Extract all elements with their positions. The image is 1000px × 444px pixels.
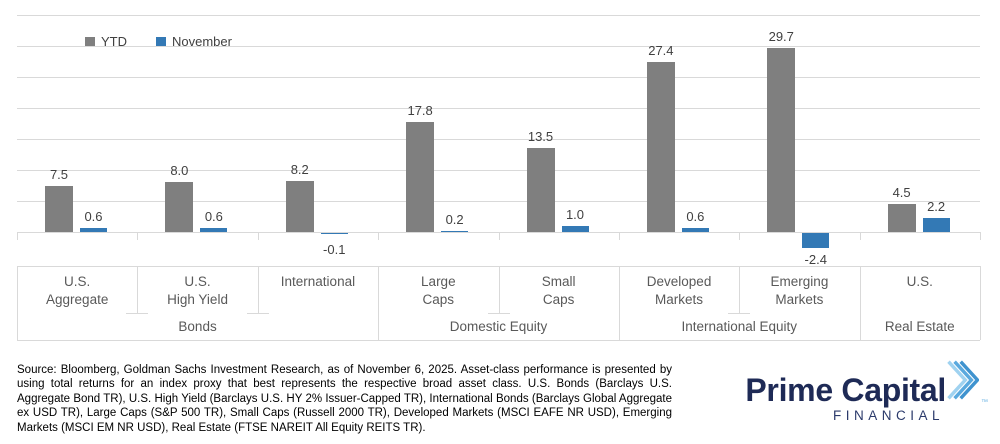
- legend-label-ytd: YTD: [101, 34, 127, 49]
- category-label: Small Caps: [541, 274, 576, 307]
- category-label: U.S. High Yield: [167, 274, 228, 307]
- category-label: U.S. Aggregate: [46, 274, 109, 307]
- axis-tick: [137, 232, 139, 240]
- group-label: International Equity: [681, 319, 798, 334]
- value-label-ytd-3: 17.8: [407, 102, 433, 118]
- logo-subtitle: FINANCIAL: [832, 408, 944, 423]
- november-swatch-icon: [156, 36, 166, 47]
- chart-legend: YTD November: [85, 34, 261, 49]
- group-divider: [859, 266, 861, 340]
- bar-november-0: [80, 228, 107, 232]
- group-label: Bonds: [178, 319, 217, 334]
- value-label-ytd-4: 13.5: [527, 129, 554, 145]
- bar-ytd-7: [887, 204, 916, 232]
- group-divider: [980, 266, 981, 340]
- legend-item-november: November: [156, 34, 232, 49]
- category-divider-stub: [728, 313, 751, 314]
- group-divider: [378, 266, 380, 340]
- category-divider-stub: [126, 313, 149, 314]
- ytd-swatch-icon: [85, 36, 95, 47]
- bar-ytd-6: [767, 47, 796, 232]
- value-label-ytd-1: 8.0: [170, 163, 189, 179]
- bar-ytd-4: [526, 148, 555, 232]
- value-label-ytd-7: 4.5: [892, 185, 911, 201]
- source-note: Source: Bloomberg, Goldman Sachs Investm…: [17, 364, 672, 434]
- value-label-ytd-2: 8.2: [290, 162, 309, 178]
- bar-ytd-1: [165, 182, 194, 232]
- bar-november-3: [441, 230, 469, 232]
- trademark-symbol: ™: [981, 399, 988, 406]
- category-divider-stub: [246, 313, 269, 314]
- axis-tick: [17, 232, 18, 240]
- value-label-november-3: 0.2: [445, 211, 464, 227]
- value-label-november-1: 0.6: [204, 209, 223, 225]
- value-label-november-6: -2.4: [804, 251, 827, 267]
- category-divider: [739, 266, 741, 313]
- axis-tick: [859, 232, 861, 240]
- bar-ytd-2: [285, 181, 314, 232]
- category-label: International: [280, 274, 356, 289]
- bar-ytd-5: [646, 62, 675, 232]
- logo-title: Prime Capital: [745, 372, 946, 408]
- legend-label-november: November: [172, 34, 232, 49]
- group-label: Domestic Equity: [449, 319, 548, 334]
- group-label: Real Estate: [884, 319, 955, 334]
- axis-tick: [739, 232, 741, 240]
- chart-gridline: [17, 108, 980, 109]
- bar-november-6: [802, 233, 830, 248]
- value-label-november-2: -0.1: [323, 242, 346, 257]
- category-divider: [498, 266, 500, 313]
- logo-chevron-icon: [947, 360, 979, 400]
- value-label-ytd-0: 7.5: [49, 166, 69, 182]
- value-label-november-0: 0.6: [84, 209, 103, 225]
- value-label-november-7: 2.2: [927, 199, 946, 215]
- axis-tick: [498, 232, 500, 240]
- category-divider: [257, 266, 259, 313]
- axis-tick: [980, 232, 981, 240]
- chart-gridline: [17, 15, 980, 16]
- group-divider: [17, 266, 18, 340]
- axis-tick: [257, 232, 259, 240]
- value-label-november-5: 0.6: [686, 209, 705, 225]
- bar-november-7: [922, 218, 950, 232]
- axis-tick: [618, 232, 620, 240]
- category-divider: [137, 266, 139, 313]
- category-label: Emerging Markets: [770, 274, 829, 307]
- category-divider-stub: [487, 313, 510, 314]
- category-label: U.S.: [906, 274, 933, 289]
- legend-item-ytd: YTD: [85, 34, 127, 49]
- axis-table-bottom-border: [17, 340, 980, 341]
- value-label-november-4: 1.0: [565, 206, 585, 222]
- bar-november-4: [561, 225, 589, 232]
- bar-november-2: [320, 233, 348, 234]
- axis-tick: [378, 232, 380, 240]
- group-divider: [618, 266, 620, 340]
- bar-ytd-0: [45, 185, 73, 232]
- chart-gridline: [17, 170, 980, 171]
- bar-november-1: [200, 228, 228, 232]
- bar-ytd-3: [406, 121, 435, 232]
- value-label-ytd-6: 29.7: [768, 28, 794, 44]
- chart-gridline: [17, 201, 980, 202]
- category-label: Large Caps: [421, 274, 456, 307]
- bar-november-5: [681, 228, 709, 232]
- chart-gridline: [17, 46, 980, 47]
- chart-gridline: [17, 77, 980, 78]
- value-label-ytd-5: 27.4: [648, 43, 674, 59]
- chart-gridline: [17, 139, 980, 140]
- category-label: Developed Markets: [646, 274, 712, 307]
